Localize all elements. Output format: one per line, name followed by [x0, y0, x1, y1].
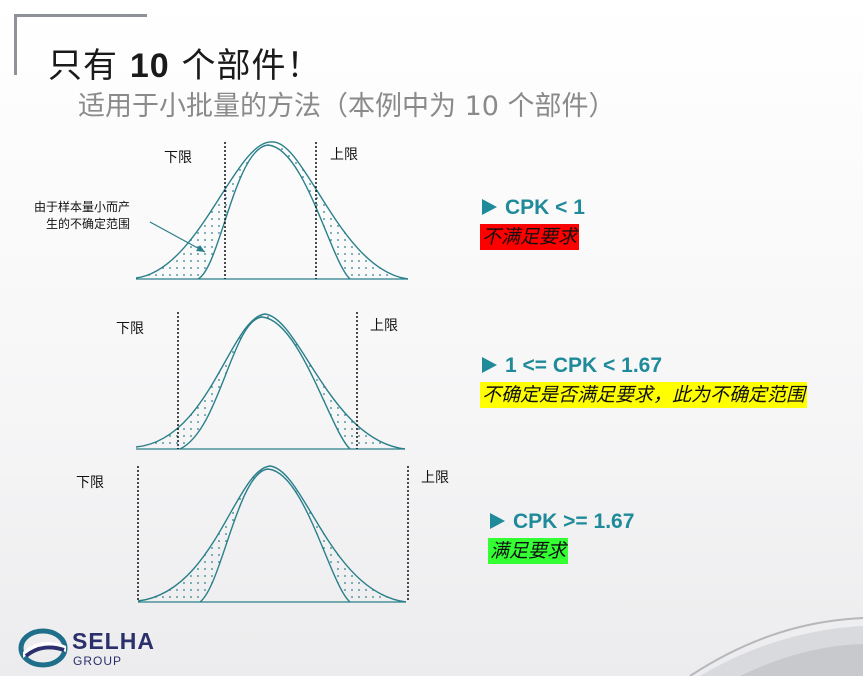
- panel-3-upper-limit-label: 上限: [421, 470, 449, 486]
- panel-1-curves: [135, 141, 409, 280]
- panel-1-verdict: 不满足要求: [480, 224, 580, 250]
- play-triangle-icon: [482, 199, 497, 215]
- panel-3-lower-limit-label: 下限: [76, 475, 104, 491]
- page-title: 只有 10 个部件！: [48, 46, 322, 86]
- panel-1-cpk-condition: CPK < 1: [482, 196, 585, 220]
- page-subtitle: 适用于小批量的方法（本例中为 10 个部件）: [78, 91, 616, 122]
- panel-2-upper-limit-label: 上限: [370, 318, 398, 334]
- panel-2-verdict: 不确定是否满足要求，此为不确定范围: [480, 382, 808, 408]
- panel-1-uncertainty-band: [136, 141, 408, 279]
- panel-3-uncertainty-band: [138, 466, 406, 602]
- panel-1-upper-limit-label: 上限: [330, 147, 358, 163]
- selha-logo-icon: [18, 628, 68, 668]
- panel-2-cpk-condition: 1 <= CPK < 1.67: [482, 354, 662, 378]
- panel-2-curves: [135, 312, 406, 450]
- logo-name: SELHA: [72, 628, 155, 654]
- panel-1-uncertainty-note: 由于样本量小而产生的不确定范围: [33, 200, 130, 231]
- panel-2-lower-limit-label: 下限: [116, 321, 144, 337]
- panel-1-narrow-curve: [197, 144, 351, 280]
- logo-sub: GROUP: [73, 654, 123, 668]
- panel-1-note-arrow: [149, 221, 206, 253]
- panel-2-uncertainty-band: [136, 314, 405, 449]
- play-triangle-icon: [482, 357, 497, 373]
- panel-3-cpk-condition: CPK >= 1.67: [490, 510, 634, 534]
- panel-3-curves: [137, 465, 409, 603]
- company-logo: SELHA GROUP: [18, 626, 178, 672]
- panel-1-lower-limit-label: 下限: [164, 150, 192, 166]
- play-triangle-icon: [490, 513, 505, 529]
- panel-3-verdict: 满足要求: [488, 538, 569, 564]
- corner-bracket-decoration: [14, 14, 147, 75]
- corner-swoosh-decoration: [689, 617, 863, 676]
